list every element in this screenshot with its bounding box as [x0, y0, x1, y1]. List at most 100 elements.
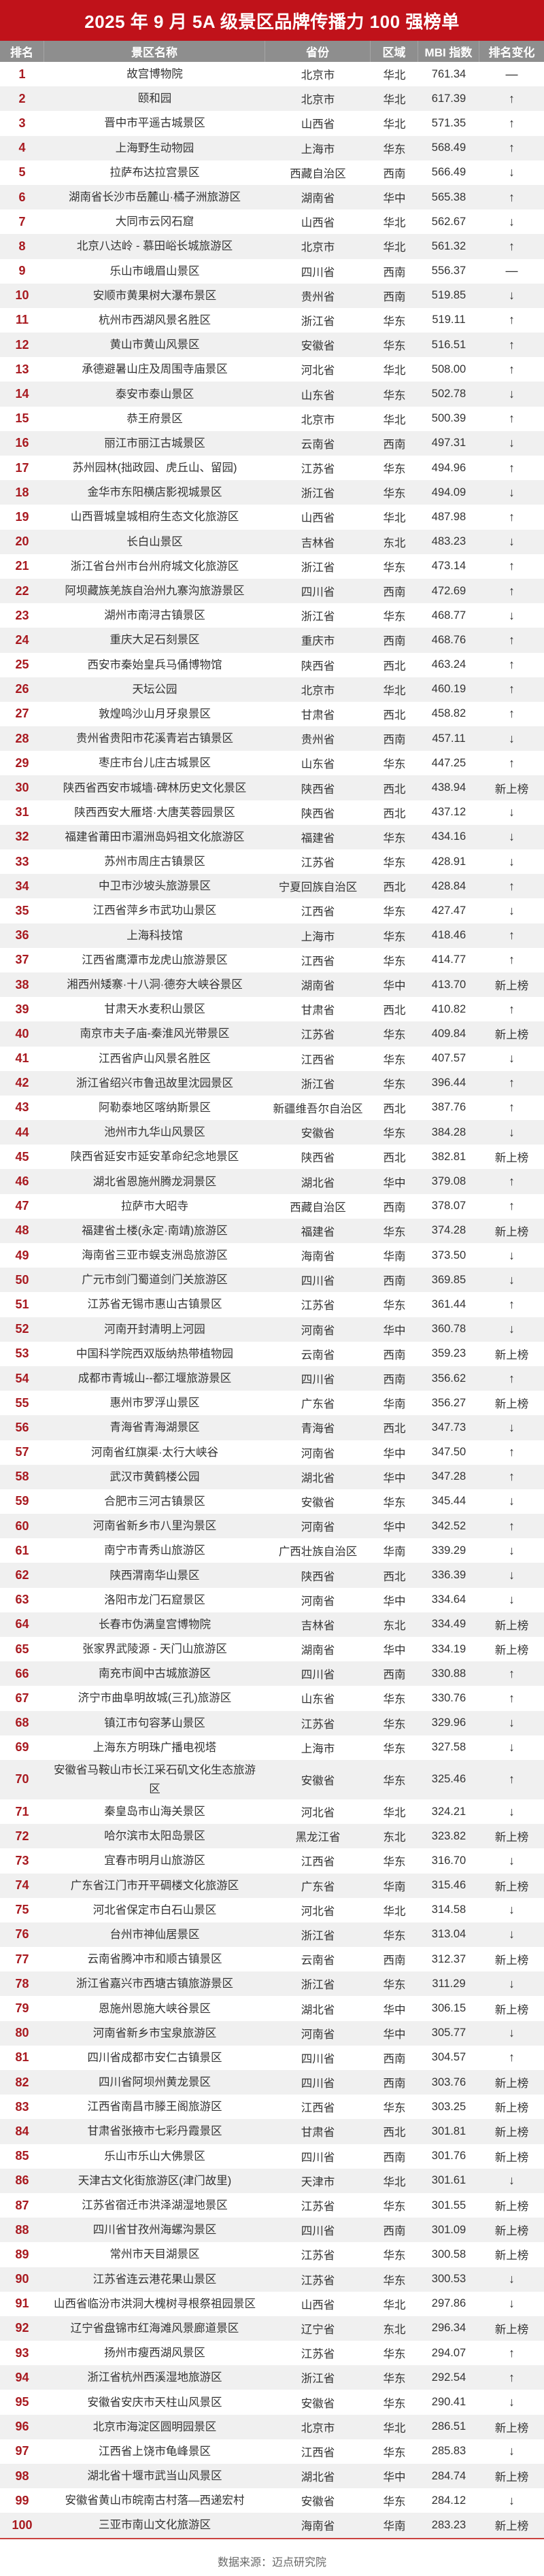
region-cell: 华东 [383, 1979, 406, 1992]
region-cell: 西北 [383, 1004, 406, 1017]
mbi-index-cell: 342.52 [431, 1519, 466, 1532]
rank-cell: 67 [15, 1691, 29, 1705]
rank-cell: 74 [15, 1878, 29, 1893]
table-row: 35 江西省萍乡市武功山景区 江西省 华东 427.47 ↓ [0, 898, 544, 923]
table-row: 6 湖南省长沙市岳麓山·橘子洲旅游区 湖南省 华中 565.38 ↑ [0, 184, 544, 210]
mbi-index-cell: 327.58 [431, 1741, 466, 1754]
mbi-index-cell: 303.25 [431, 2100, 466, 2113]
scenic-name-cell: 中国科学院西双版纳热带植物园 [76, 1347, 233, 1360]
mbi-index-cell: 379.08 [431, 1175, 466, 1188]
rank-change-cell: 新上榜 [494, 2520, 529, 2533]
rank-change-cell: ↓ [509, 830, 515, 844]
rank-change-cell: ↑ [509, 1100, 515, 1115]
region-cell: 华中 [383, 1472, 406, 1485]
region-cell: 华东 [383, 1856, 406, 1869]
mbi-index-cell: 483.23 [431, 535, 466, 548]
mbi-index-cell: 468.76 [431, 633, 466, 646]
rank-cell: 83 [15, 2099, 29, 2114]
rank-cell: 56 [15, 1420, 29, 1434]
rank-cell: 42 [15, 1076, 29, 1090]
rank-cell: 33 [15, 854, 29, 868]
column-header-mbi: MBI 指数 [418, 41, 479, 62]
region-cell: 华东 [383, 2496, 406, 2509]
scenic-name-cell: 浙江省嘉兴市西塘古镇旅游景区 [76, 1978, 233, 1990]
scenic-name-cell: 杭州市西湖风景名胜区 [99, 313, 211, 326]
scenic-name-cell: 陕西西安大雁塔·大唐芙蓉园景区 [74, 806, 235, 819]
province-cell: 江苏省 [301, 2348, 335, 2361]
mbi-index-cell: 345.44 [431, 1495, 466, 1508]
scenic-name-cell: 常州市天目湖景区 [109, 2248, 200, 2261]
scenic-name-cell: 北京八达岭 - 慕田峪长城旅游区 [76, 240, 233, 253]
rank-change-cell: ↑ [509, 411, 515, 426]
province-cell: 上海市 [301, 143, 335, 156]
scenic-name-cell: 秦皇岛市山海关景区 [104, 1806, 205, 1818]
table-header: 排名 景区名称 省份 区域 MBI 指数 排名变化 [0, 41, 544, 62]
table-row: 75 河北省保定市白石山景区 河北省 华北 314.58 ↓ [0, 1898, 544, 1922]
rank-change-cell: ↓ [509, 731, 515, 745]
rank-cell: 50 [15, 1272, 29, 1287]
rank-cell: 79 [15, 2001, 29, 2016]
rank-change-cell: ↑ [509, 1076, 515, 1090]
rank-change-cell: 新上榜 [494, 2003, 529, 2016]
province-cell: 天津市 [301, 2175, 335, 2188]
table-row: 82 四川省阿坝州黄龙景区 四川省 西南 303.76 新上榜 [0, 2070, 544, 2095]
rank-cell: 82 [15, 2075, 29, 2089]
rank-change-cell: ↑ [509, 707, 515, 721]
region-cell: 西北 [383, 1570, 406, 1583]
rank-cell: 78 [15, 1976, 29, 1990]
table-row: 53 中国科学院西双版纳热带植物园 云南省 西南 359.23 新上榜 [0, 1342, 544, 1366]
rank-change-cell: ↓ [509, 214, 515, 228]
rank-cell: 63 [15, 1593, 29, 1607]
scenic-name-cell: 南京市夫子庙-秦淮风光带景区 [80, 1028, 230, 1040]
scenic-name-cell: 陕西渭南华山景区 [109, 1569, 200, 1582]
rank-cell: 30 [15, 781, 29, 795]
province-cell: 山西省 [301, 512, 335, 525]
rank-cell: 61 [15, 1543, 29, 1557]
rank-change-cell: 新上榜 [494, 2471, 529, 2484]
region-cell: 西南 [383, 635, 406, 648]
rank-cell: 34 [15, 879, 29, 893]
mbi-index-cell: 494.09 [431, 486, 466, 498]
region-cell: 华中 [383, 1521, 406, 1534]
table-row: 17 苏州园林(拙政园、虎丘山、留园) 江苏省 华东 494.96 ↑ [0, 456, 544, 480]
table-row: 7 大同市云冈石窟 山西省 华北 562.67 ↓ [0, 209, 544, 234]
scenic-name-cell: 台州市神仙居景区 [109, 1928, 200, 1941]
rank-cell: 46 [15, 1174, 29, 1189]
rank-change-cell: ↑ [509, 1199, 515, 1213]
region-cell: 西南 [383, 586, 406, 599]
table-row: 81 四川省成都市安仁古镇景区 四川省 西南 304.57 ↑ [0, 2046, 544, 2070]
region-cell: 华东 [383, 389, 406, 402]
scenic-name-cell: 大同市云冈石窟 [115, 216, 194, 228]
mbi-index-cell: 324.21 [431, 1805, 466, 1818]
province-cell: 浙江省 [301, 561, 335, 574]
region-cell: 华中 [383, 980, 406, 993]
table-row: 77 云南省腾冲市和顺古镇景区 云南省 西南 312.37 新上榜 [0, 1947, 544, 1971]
table-row: 38 湘西州矮寨·十八洞·德夯大峡谷景区 湖南省 华中 413.70 新上榜 [0, 972, 544, 998]
scenic-name-cell: 南充市阆中古城旅游区 [99, 1667, 211, 1680]
rank-change-cell: 新上榜 [494, 2201, 529, 2214]
mbi-index-cell: 410.82 [431, 1002, 466, 1015]
mbi-index-cell: 428.84 [431, 879, 466, 892]
mbi-index-cell: 347.28 [431, 1470, 466, 1483]
mbi-index-cell: 373.50 [431, 1249, 466, 1261]
region-cell: 西南 [383, 1275, 406, 1288]
region-cell: 华中 [383, 2471, 406, 2484]
rank-change-cell: ↑ [509, 1691, 515, 1705]
province-cell: 湖北省 [301, 2471, 335, 2484]
rank-cell: 88 [15, 2222, 29, 2237]
mbi-index-cell: 356.27 [431, 1396, 466, 1409]
mbi-index-cell: 284.12 [431, 2494, 466, 2507]
region-cell: 华北 [383, 2422, 406, 2435]
data-source-footer: 数据来源：迈点研究院 [217, 2556, 326, 2569]
table-row: 42 浙江省绍兴市鲁迅故里沈园景区 浙江省 华东 396.44 ↑ [0, 1070, 544, 1096]
mbi-index-cell: 516.51 [431, 338, 466, 351]
rank-change-cell: ↓ [509, 1853, 515, 1867]
region-cell: 华中 [383, 1595, 406, 1608]
province-cell: 湖南省 [301, 980, 335, 993]
scenic-name-cell: 江苏省连云港花果山景区 [92, 2273, 217, 2286]
rank-cell: 58 [15, 1470, 29, 1484]
scenic-name-cell: 苏州园林(拙政园、虎丘山、留园) [72, 462, 237, 475]
region-cell: 华东 [383, 611, 406, 624]
region-cell: 西南 [383, 167, 406, 180]
rank-cell: 31 [15, 805, 29, 819]
